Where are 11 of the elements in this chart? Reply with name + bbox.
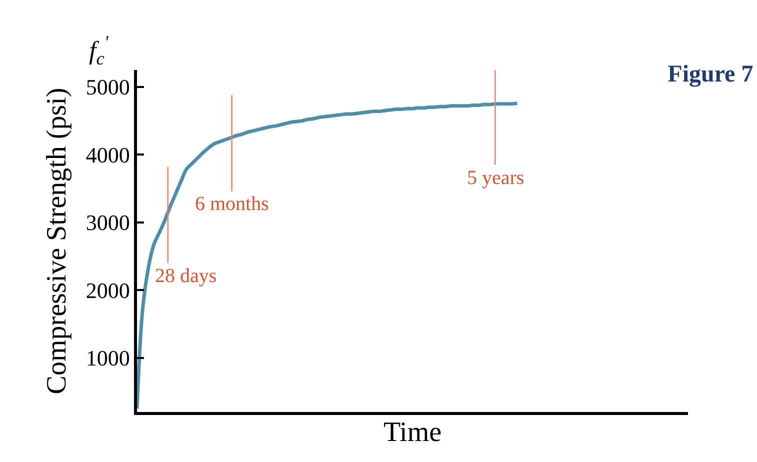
annotation: 5 years: [467, 167, 524, 189]
annotation: 6 months: [195, 193, 270, 215]
chart-title: Figure 7: [668, 61, 754, 88]
y-axis-title: Compressive Strength (psi): [42, 88, 73, 394]
y-tick-label: 5000: [86, 74, 130, 100]
y-tick-label: 4000: [86, 142, 130, 168]
y-tick-label: 1000: [86, 346, 130, 371]
annotation: 28 days: [155, 265, 217, 287]
y-tick-label: 3000: [86, 210, 130, 236]
x-axis-title: Time: [383, 416, 442, 448]
y-tick-label: 2000: [86, 278, 130, 303]
